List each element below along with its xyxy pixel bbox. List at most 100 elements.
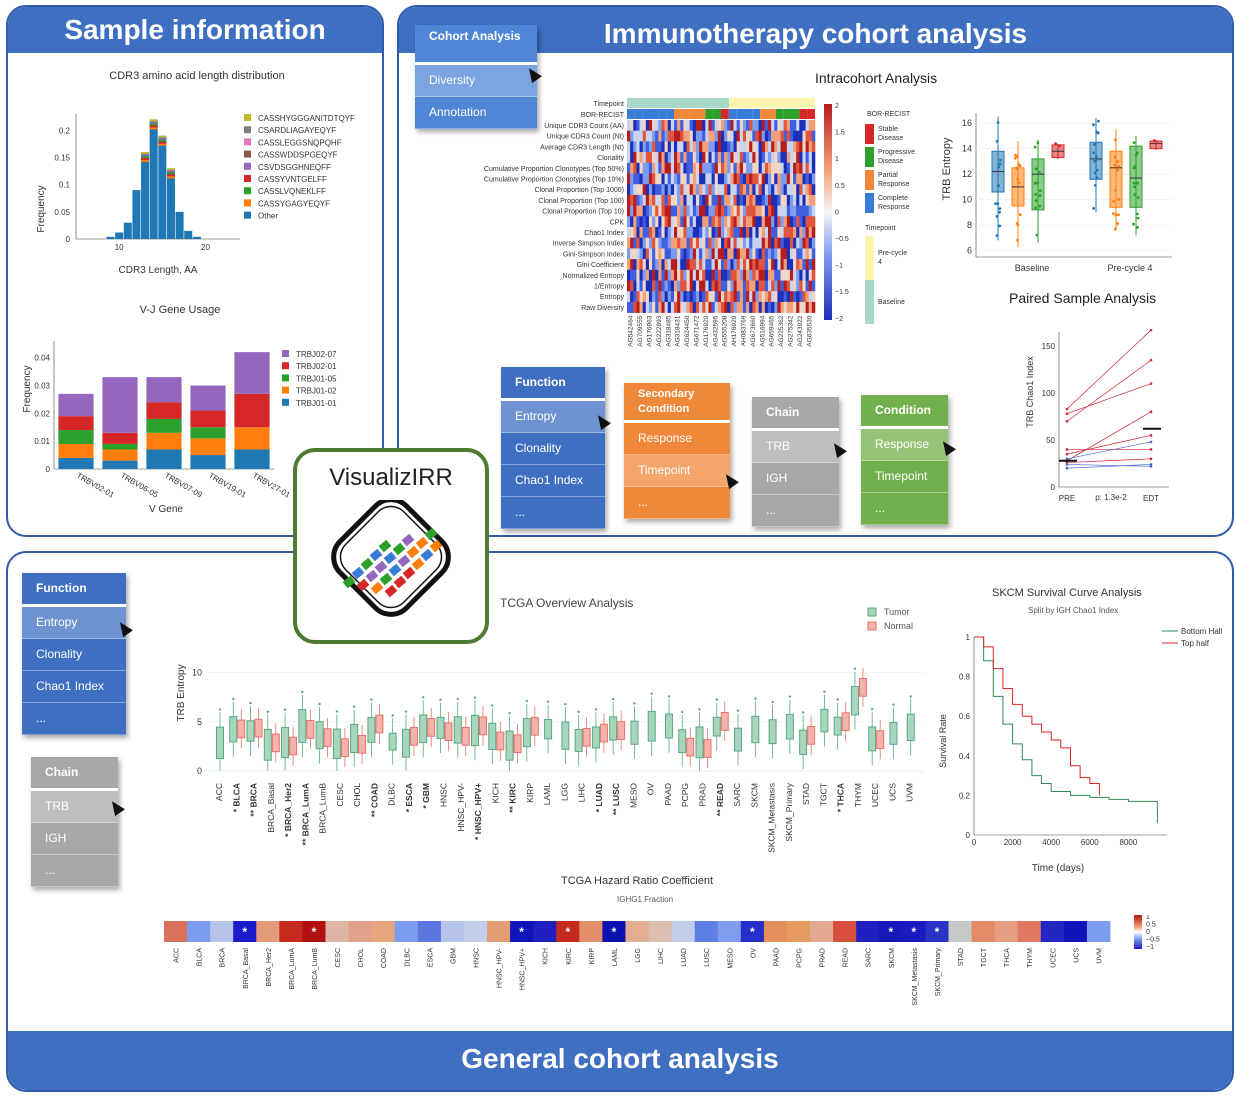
hazard-cell	[394, 921, 419, 942]
menu-chain1-item-2[interactable]: IGH	[752, 463, 839, 495]
heatmap-cell	[739, 130, 744, 142]
chain-menu: Chain TRB IGH...	[752, 397, 839, 527]
hazard-cell	[625, 921, 649, 942]
tcga-tumor-outlier	[715, 698, 718, 701]
cdr3-legend-swatch	[244, 138, 251, 146]
heatmap-cell	[808, 173, 813, 185]
menu-chain1-item-1[interactable]: TRB	[752, 431, 839, 463]
box-point	[1134, 153, 1138, 157]
heatmap-cell	[733, 291, 737, 303]
paired-point	[1149, 410, 1153, 414]
heatmap-colorbar-tick: 0	[835, 209, 839, 216]
heatmap-cell	[627, 291, 631, 303]
heatmap-cell	[655, 227, 659, 238]
tcga-tumor-outlier	[823, 690, 826, 693]
menu-chain2-item-1[interactable]: TRB	[31, 791, 118, 823]
heatmap-cell	[645, 280, 650, 292]
heatmap-cell	[764, 184, 769, 196]
menu-cond-item-1[interactable]: Response	[861, 429, 948, 461]
heatmap-cell	[708, 216, 712, 228]
tcga-tumor-box	[522, 718, 531, 748]
menu-func1-item-2[interactable]: Clonality	[501, 433, 605, 465]
cdr3-bar-segment	[166, 170, 175, 173]
menu-sec-item-2[interactable]: Timepoint	[624, 455, 730, 487]
heatmap-cell	[670, 301, 675, 313]
heatmap-cell	[783, 227, 788, 238]
menu-cohort-item-2[interactable]: Annotation	[415, 97, 537, 129]
menu-func1-item-1[interactable]: Entropy	[501, 401, 605, 433]
menu-sec-item-1[interactable]: Response	[624, 423, 730, 455]
menu-chain1-item-3[interactable]: ...	[752, 495, 839, 527]
heatmap-cell	[736, 173, 741, 185]
menu-cond-item-3[interactable]: ...	[861, 493, 948, 525]
menu-func1-item-3[interactable]: Chao1 Index	[501, 465, 605, 497]
heatmap-cell	[802, 237, 806, 249]
heatmap-cell	[677, 120, 681, 131]
box-point	[998, 207, 1002, 211]
tcga-tumor-box	[785, 713, 794, 740]
cdr3-xtick: 20	[201, 243, 210, 252]
cdr3-ytick: 0.1	[59, 181, 71, 190]
heatmap-cell	[695, 216, 700, 228]
hazard-colorbar-tick: −1	[1146, 944, 1154, 951]
hazard-label: CESC	[335, 948, 342, 967]
box-point	[1034, 167, 1038, 171]
menu-func2-item-1[interactable]: Entropy	[22, 607, 126, 639]
heatmap-cell	[705, 248, 709, 260]
box-point	[1092, 151, 1095, 155]
paired-pvalue: p: 1.3e-2	[1095, 493, 1127, 502]
heatmap-cell	[777, 301, 781, 313]
heatmap-cell	[758, 141, 763, 153]
heatmap-cell	[702, 248, 706, 260]
box-body	[1109, 150, 1123, 208]
menu-func1-item-4[interactable]: ...	[501, 497, 605, 529]
heatmap-cell	[721, 173, 725, 185]
menu-func2-item-2[interactable]: Clonality	[22, 639, 126, 671]
heatmap-cell	[633, 194, 637, 206]
heatmap-cell	[652, 162, 656, 174]
heatmap-cell	[648, 141, 653, 153]
menu-func2-item-3[interactable]: Chao1 Index	[22, 671, 126, 703]
condition-menu: Condition Response Timepoint...	[861, 395, 948, 525]
bor-track-cell	[752, 109, 761, 119]
heatmap-cell	[777, 259, 781, 271]
tcga-category-label: THYM	[853, 783, 863, 807]
tcga-category-label: PCPG	[680, 783, 690, 807]
heatmap-cell	[796, 205, 800, 217]
heatmap-cell	[683, 120, 687, 131]
heatmap-cell	[805, 152, 810, 164]
cdr3-bar-segment	[158, 141, 167, 144]
tcga-normal-box	[323, 728, 332, 747]
heatmap-cell	[768, 248, 772, 260]
heatmap-cell	[730, 205, 734, 217]
hazard-colorbar	[1134, 915, 1142, 949]
survival-curve	[974, 636, 1158, 824]
heatmap-cell	[727, 173, 731, 185]
box-point	[1036, 141, 1040, 145]
heatmap-cell	[689, 194, 694, 206]
heatmap-cell	[686, 152, 690, 164]
heatmap-cell	[727, 291, 731, 303]
menu-func2-item-4[interactable]: ...	[22, 703, 126, 735]
heatmap-cell	[746, 301, 750, 313]
menu-sec-item-3[interactable]: ...	[624, 487, 730, 519]
tcga-category-label: PRAD	[698, 783, 708, 807]
cdr3-bar-segment	[141, 154, 150, 157]
heatmap-cell	[667, 173, 672, 185]
menu-cond-item-2[interactable]: Timepoint	[861, 461, 948, 493]
heatmap-cell	[702, 259, 706, 271]
box-point	[1096, 131, 1100, 135]
heatmap-cell	[633, 162, 637, 174]
menu-chain2-item-2[interactable]: IGH	[31, 823, 118, 855]
logo-block	[424, 527, 438, 541]
menu-chain2-item-3[interactable]: ...	[31, 855, 118, 887]
heatmap-cell	[761, 120, 766, 131]
heatmap-cell	[802, 152, 806, 164]
menu-cohort-item-1[interactable]: Diversity	[415, 65, 537, 97]
heatmap-cell	[783, 259, 788, 271]
heatmap-cell	[667, 269, 672, 281]
survival-xtick: 0	[972, 838, 977, 847]
vj-bar-segment	[58, 416, 94, 431]
heatmap-cell	[648, 162, 653, 174]
